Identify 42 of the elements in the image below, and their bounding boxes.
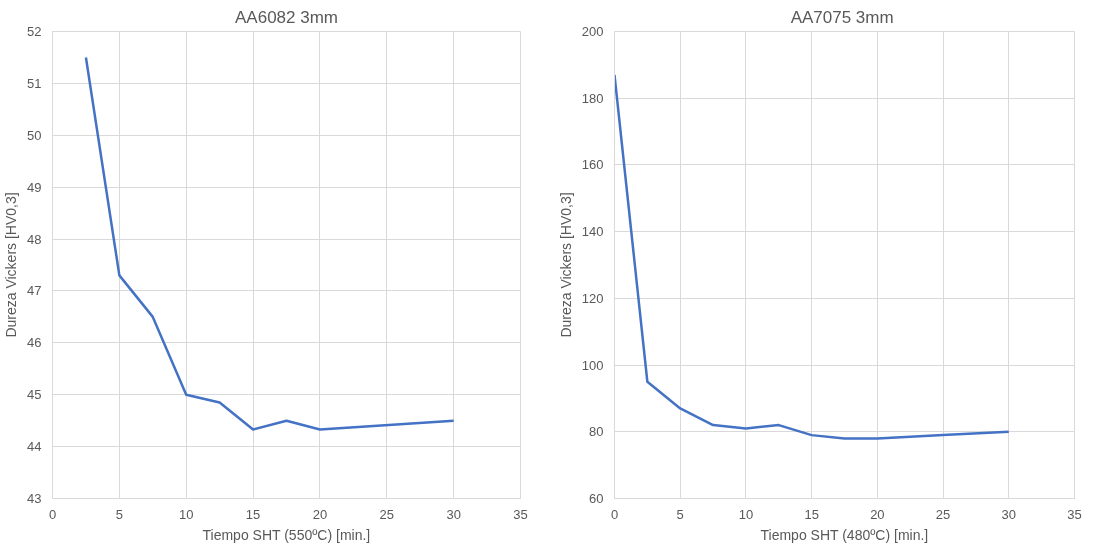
x-tick-label: 5: [115, 506, 123, 522]
y-tick-label: 160: [581, 157, 604, 173]
y-tick-label: 45: [27, 387, 42, 403]
x-tick-label: 35: [1067, 506, 1082, 522]
chart-title: AA7075 3mm: [790, 7, 894, 27]
x-tick-label: 10: [178, 506, 194, 522]
x-tick-label: 0: [610, 506, 619, 522]
y-tick-label: 80: [589, 424, 604, 440]
x-tick-label: 0: [48, 506, 57, 522]
y-tick-label: 50: [27, 127, 42, 143]
y-tick-label: 43: [27, 491, 42, 506]
x-tick-label: 15: [245, 506, 261, 522]
chart-title: AA6082 3mm: [235, 7, 338, 27]
y-tick-label: 100: [581, 357, 604, 373]
x-tick-label: 20: [870, 506, 885, 522]
x-tick-label: 20: [312, 506, 328, 522]
x-tick-label: 25: [379, 506, 395, 522]
y-tick-label: 49: [27, 179, 42, 195]
y-axis-title: Dureza Vickers [HV0,3]: [3, 192, 20, 338]
x-axis-title: Tiempo SHT (480ºC) [min.]: [760, 526, 929, 543]
x-tick-label: 25: [935, 506, 951, 522]
y-tick-label: 52: [27, 24, 42, 39]
y-tick-label: 180: [581, 90, 604, 106]
x-axis-title: Tiempo SHT (550ºC) [min.]: [202, 526, 371, 543]
y-tick-label: 44: [27, 439, 42, 455]
y-tick-label: 51: [27, 75, 42, 91]
x-tick-label: 30: [446, 506, 461, 522]
x-tick-label: 30: [1001, 506, 1017, 522]
x-tick-label: 10: [738, 506, 754, 522]
y-axis-title: Dureza Vickers [HV0,3]: [557, 192, 574, 338]
y-tick-label: 60: [589, 491, 604, 506]
y-tick-label: 47: [27, 283, 42, 299]
line-series: [614, 73, 1011, 440]
y-tick-label: 48: [27, 231, 42, 247]
y-tick-label: 46: [27, 335, 42, 351]
x-tick-label: 15: [804, 506, 819, 522]
y-tick-label: 120: [581, 290, 604, 306]
x-tick-label: 35: [513, 506, 528, 522]
x-tick-label: 5: [676, 506, 684, 522]
line-series: [84, 56, 455, 431]
y-tick-label: 200: [581, 24, 604, 39]
y-tick-label: 140: [581, 224, 604, 240]
